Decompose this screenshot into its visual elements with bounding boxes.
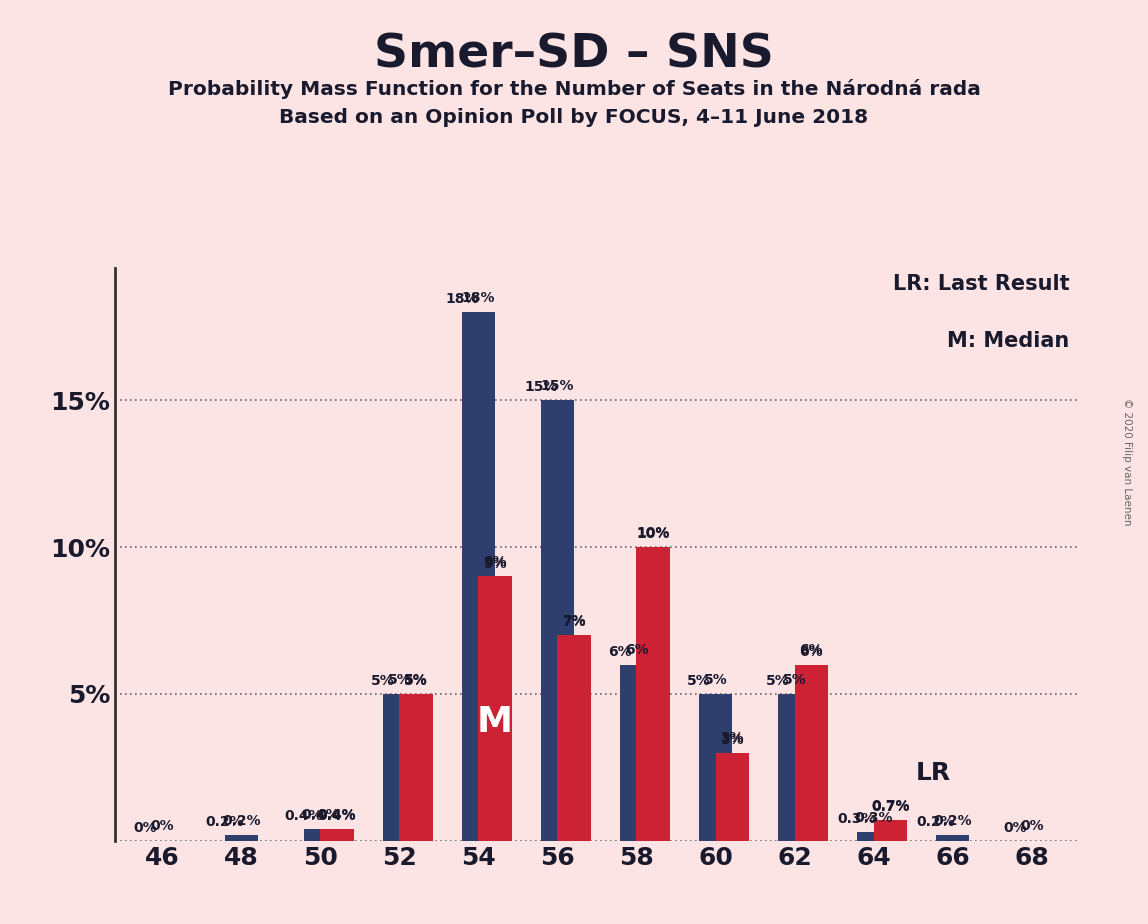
Text: 0%: 0% (1003, 821, 1027, 835)
Bar (794, 664, 828, 841)
Text: LR: Last Result: LR: Last Result (893, 274, 1070, 294)
Bar (778, 694, 812, 841)
Text: 15%: 15% (541, 379, 574, 393)
Text: 18%: 18% (461, 291, 495, 305)
Text: 7%: 7% (563, 615, 585, 629)
Bar (320, 829, 354, 841)
Bar (936, 835, 969, 841)
Text: 0.2%: 0.2% (222, 814, 261, 828)
Text: 5%: 5% (404, 675, 428, 688)
Text: LR: LR (916, 761, 952, 785)
Text: 0.4%: 0.4% (318, 808, 356, 821)
Text: 9%: 9% (483, 555, 506, 569)
Bar (715, 753, 748, 841)
Text: 6%: 6% (799, 645, 823, 659)
Text: 18%: 18% (445, 292, 479, 306)
Text: 10%: 10% (636, 526, 669, 540)
Bar (620, 664, 653, 841)
Text: 3%: 3% (720, 733, 744, 747)
Text: 15%: 15% (525, 381, 558, 395)
Text: 0.2%: 0.2% (933, 814, 972, 828)
Text: M: M (478, 705, 513, 739)
Text: 6%: 6% (608, 645, 631, 659)
Bar (636, 547, 669, 841)
Text: Smer–SD – SNS: Smer–SD – SNS (374, 32, 774, 78)
Bar (304, 829, 336, 841)
Text: 5%: 5% (766, 675, 790, 688)
Text: © 2020 Filip van Laenen: © 2020 Filip van Laenen (1123, 398, 1132, 526)
Text: 5%: 5% (783, 673, 806, 687)
Text: 6%: 6% (625, 643, 649, 657)
Bar (382, 694, 416, 841)
Text: 5%: 5% (404, 673, 428, 687)
Text: Based on an Opinion Poll by FOCUS, 4–11 June 2018: Based on an Opinion Poll by FOCUS, 4–11 … (279, 108, 869, 128)
Text: 5%: 5% (704, 673, 728, 687)
Bar (400, 694, 433, 841)
Text: 0.4%: 0.4% (301, 808, 340, 821)
Text: 0%: 0% (150, 820, 174, 833)
Text: 3%: 3% (720, 732, 744, 746)
Text: 0.3%: 0.3% (854, 810, 893, 825)
Bar (858, 832, 890, 841)
Text: 9%: 9% (483, 556, 506, 570)
Bar (558, 635, 590, 841)
Bar (874, 821, 907, 841)
Text: Probability Mass Function for the Number of Seats in the Národná rada: Probability Mass Function for the Number… (168, 79, 980, 99)
Text: 0.3%: 0.3% (838, 812, 876, 826)
Text: 0.2%: 0.2% (205, 815, 245, 829)
Text: 5%: 5% (388, 673, 411, 687)
Bar (541, 400, 574, 841)
Text: 5%: 5% (371, 675, 395, 688)
Text: 0.7%: 0.7% (871, 800, 909, 814)
Text: 0%: 0% (134, 821, 157, 835)
Text: 0.2%: 0.2% (917, 815, 955, 829)
Text: M: Median: M: Median (947, 331, 1070, 351)
Text: 10%: 10% (636, 528, 669, 541)
Text: 0.7%: 0.7% (871, 799, 909, 813)
Text: 0.4%: 0.4% (318, 809, 356, 823)
Bar (699, 694, 732, 841)
Bar (479, 577, 512, 841)
Text: 6%: 6% (799, 643, 823, 657)
Text: 0.4%: 0.4% (285, 809, 323, 823)
Bar (225, 835, 258, 841)
Bar (461, 312, 495, 841)
Text: 5%: 5% (687, 675, 711, 688)
Text: 0%: 0% (1019, 820, 1044, 833)
Text: 7%: 7% (563, 614, 585, 627)
